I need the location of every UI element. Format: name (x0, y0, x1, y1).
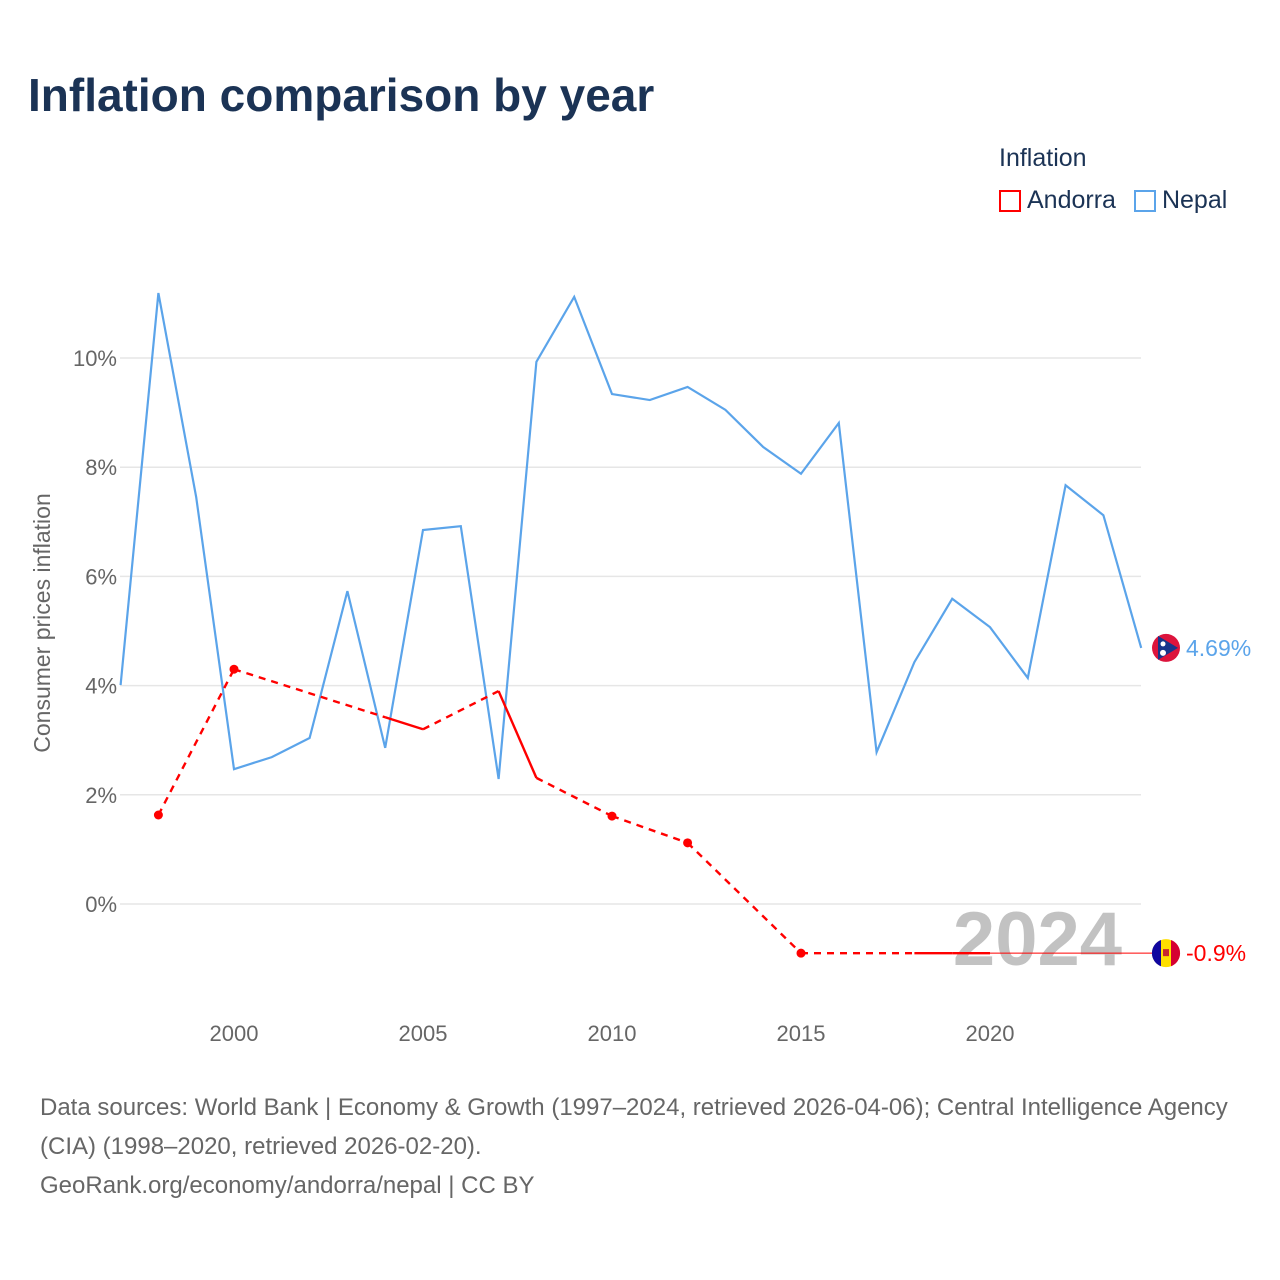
y-tick-label: 10% (73, 346, 117, 371)
y-tick-label: 8% (85, 455, 117, 480)
andorra-point (229, 664, 239, 674)
andorra-flag-blue (1151, 940, 1161, 967)
legend-title: Inflation (999, 144, 1087, 172)
source-link[interactable]: GeoRank.org/economy/andorra/nepal | CC B… (40, 1172, 535, 1199)
legend-item-nepal[interactable]: Nepal (1133, 186, 1228, 215)
legend-item-andorra[interactable]: Andorra (999, 186, 1116, 215)
y-axis-label: Consumer prices inflation (29, 493, 55, 753)
andorra-gap-segment (422, 689, 500, 731)
legend-swatch-andorra (999, 189, 1021, 212)
x-tick-label: 2020 (966, 1021, 1015, 1046)
andorra-segment (384, 716, 424, 731)
x-tick-label: 2005 (399, 1021, 448, 1046)
legend-label: Nepal (1161, 186, 1228, 214)
nepal-end-label: 4.69% (1186, 635, 1251, 661)
andorra-point (153, 810, 163, 820)
source-note: Data sources: World Bank | Economy & Gro… (40, 1088, 1240, 1205)
y-tick-label: 0% (85, 892, 117, 917)
andorra-flag-crest (1163, 949, 1169, 957)
x-tick-label: 2000 (210, 1021, 259, 1046)
y-tick-label: 2% (85, 783, 117, 808)
chart-title: Inflation comparison by year (28, 69, 655, 121)
andorra-flag-red (1171, 940, 1181, 967)
nepal-flag-sun (1160, 649, 1166, 656)
x-tick-label: 2010 (588, 1021, 637, 1046)
andorra-point (683, 838, 693, 848)
year-watermark: 2024 (953, 897, 1122, 982)
andorra-point (796, 948, 806, 958)
andorra-point (607, 811, 617, 821)
source-text: Data sources: World Bank | Economy & Gro… (40, 1094, 1228, 1160)
andorra-end-label: -0.9% (1186, 940, 1246, 966)
andorra-gap-segment (686, 841, 802, 955)
legend-swatch-nepal (1133, 189, 1156, 212)
y-tick-label: 6% (85, 564, 117, 589)
legend-label: Andorra (1027, 186, 1116, 214)
andorra-gap-segment (233, 668, 386, 719)
andorra-gap-segment (157, 668, 236, 816)
nepal-line (119, 292, 1143, 780)
y-tick-label: 4% (85, 674, 117, 699)
line-chart: 0% 2% 4% 6% 8% 10% 2000 2005 2010 2015 2020 Consume… (29, 292, 1251, 1046)
andorra-segment (497, 690, 538, 779)
legend: Andorra Nepal (999, 186, 1227, 215)
nepal-flag-moon (1160, 641, 1166, 647)
andorra-gap-segment (535, 776, 613, 818)
x-tick-label: 2015 (777, 1021, 826, 1046)
andorra-gap-segment (611, 814, 689, 844)
